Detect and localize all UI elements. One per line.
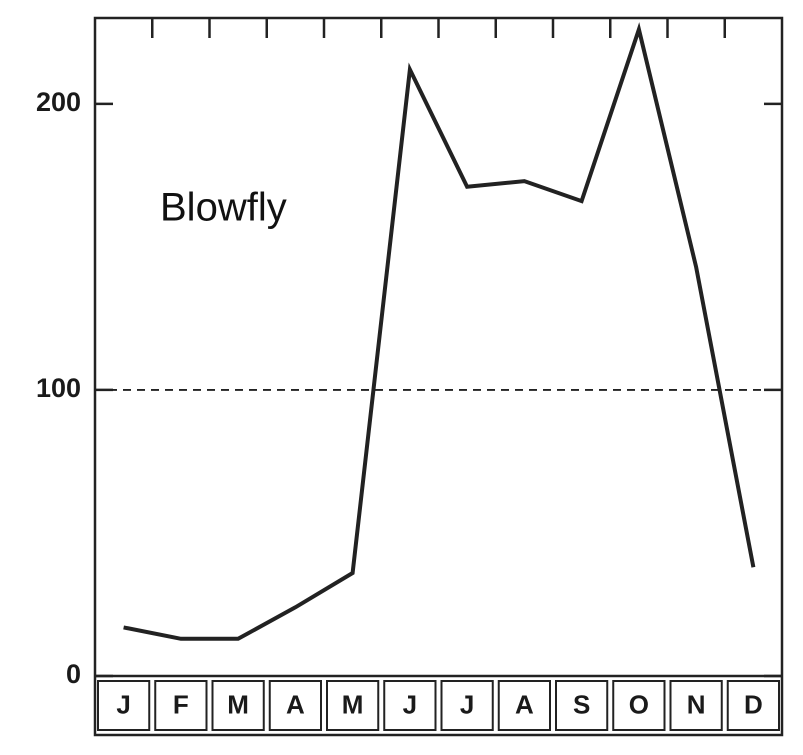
data-line [123,22,756,641]
x-tick-label: A [515,689,534,719]
category-box [497,680,551,731]
x-tick-label: F [173,689,189,719]
y-tick-label: 0 [66,659,81,689]
annotation: Blowfly [160,186,287,230]
category-box [612,680,666,731]
x-tick-label: M [227,689,249,719]
category-box [154,680,208,731]
x-tick-label: J [403,689,417,719]
x-tick-label: N [687,689,706,719]
category-box [211,680,265,731]
y-tick-label: 200 [36,87,81,117]
category-box [97,680,151,731]
category-box [383,680,437,731]
category-box [268,680,322,731]
y-tick-label: 100 [36,373,81,403]
category-box [440,680,494,731]
x-tick-label: M [342,689,364,719]
category-box [669,680,723,731]
x-tick-label: S [573,689,590,719]
x-tick-label: A [286,689,305,719]
x-tick-label: O [629,689,649,719]
category-box [555,680,609,731]
category-box [726,680,780,731]
category-box [326,680,380,731]
x-tick-label: J [460,689,474,719]
x-tick-label: D [744,689,763,719]
x-tick-label: J [116,689,130,719]
